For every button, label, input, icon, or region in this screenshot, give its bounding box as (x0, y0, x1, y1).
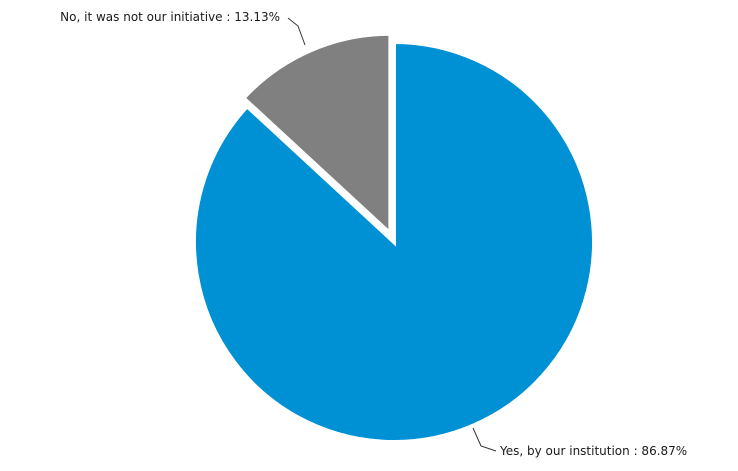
slice-label-no: No, it was not our initiative : 13.13% (60, 10, 280, 24)
labels-layer: Yes, by our institution : 86.87% No, it w… (60, 10, 687, 458)
slices-layer (192, 31, 596, 444)
leader-line-yes (472, 427, 497, 452)
pie-slice-no (240, 31, 393, 239)
slice-label-yes: Yes, by our institution : 86.87% (499, 444, 687, 458)
pie-slice-yes (192, 39, 596, 444)
leader-line-no (287, 17, 306, 46)
